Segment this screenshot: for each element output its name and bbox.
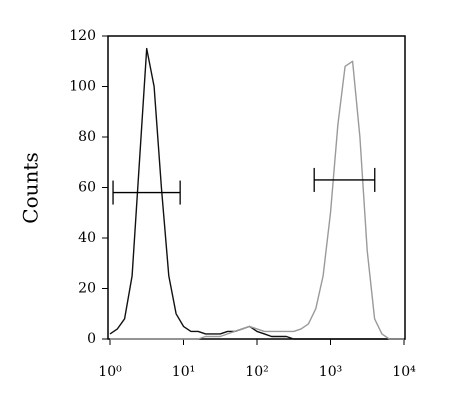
x-tick-label: 10³ [319, 364, 342, 380]
x-tick-label: 10¹ [172, 364, 195, 380]
y-axis-label: Counts [19, 152, 43, 223]
y-tick-label: 40 [78, 230, 96, 246]
y-tick-label: 60 [78, 180, 96, 196]
x-tick-label: 10⁴ [392, 364, 416, 380]
y-tick-label: 0 [87, 331, 96, 347]
y-tick-label: 100 [69, 79, 96, 95]
y-tick-label: 120 [69, 28, 96, 44]
x-tick-label: 10² [245, 364, 268, 380]
x-tick-label: 10⁰ [98, 364, 122, 380]
y-tick-label: 20 [78, 281, 96, 297]
y-tick-label: 80 [78, 129, 96, 145]
histogram-curve [109, 47, 404, 340]
histogram-curve [110, 60, 404, 340]
